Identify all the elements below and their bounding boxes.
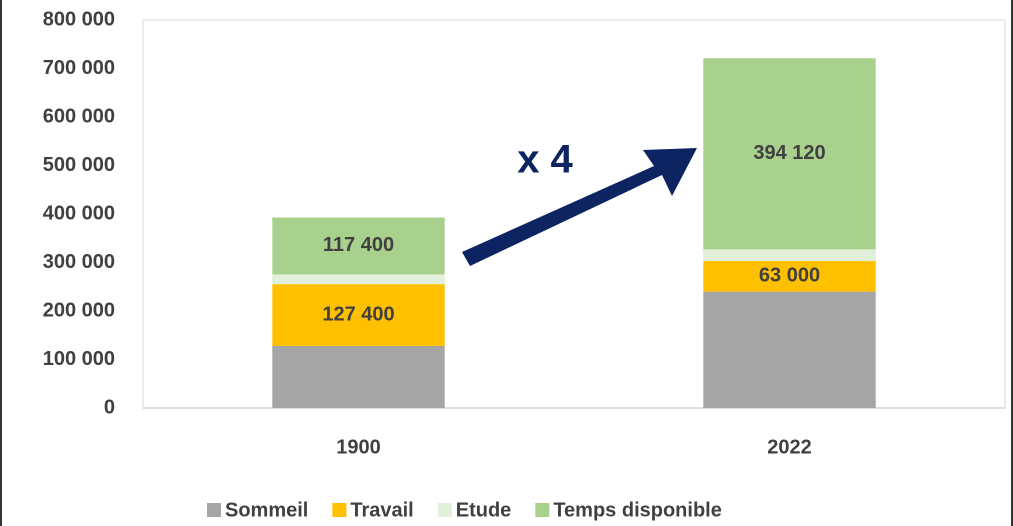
y-tick-label: 500 000 — [43, 154, 115, 176]
legend-label: Temps disponible — [553, 499, 722, 521]
y-tick-label: 100 000 — [43, 348, 115, 370]
data-label: 127 400 — [322, 303, 394, 325]
y-tick-label: 0 — [104, 396, 115, 418]
data-label: 394 120 — [753, 142, 825, 164]
legend-marker — [207, 503, 221, 517]
bar-segment — [272, 217, 445, 275]
y-tick-label: 800 000 — [43, 8, 115, 30]
y-tick-label: 700 000 — [43, 57, 115, 79]
y-tick-label: 200 000 — [43, 299, 115, 321]
bar-segment — [272, 274, 445, 285]
annotation: x 4 — [517, 138, 573, 182]
legend-label: Etude — [456, 499, 512, 521]
arrow — [462, 148, 697, 266]
bar-segment — [703, 261, 876, 292]
legend-label: Travail — [350, 499, 413, 521]
legend-label: Sommeil — [225, 499, 308, 521]
y-tick-label: 300 000 — [43, 251, 115, 273]
bar-segment — [703, 291, 876, 408]
data-label: 117 400 — [323, 234, 394, 256]
y-tick-label: 400 000 — [43, 202, 115, 224]
legend-marker — [535, 503, 550, 517]
legend-marker — [332, 503, 347, 517]
y-tick-label: 600 000 — [43, 105, 115, 127]
x-tick-label: 2022 — [767, 436, 812, 458]
legend-marker — [437, 503, 452, 517]
x-tick-label: 1900 — [336, 436, 381, 458]
bar-segment — [703, 249, 876, 262]
data-label: 63 000 — [759, 265, 820, 287]
bar-segment — [272, 284, 445, 346]
bar-segment — [703, 58, 876, 250]
bar-segment — [272, 345, 445, 408]
